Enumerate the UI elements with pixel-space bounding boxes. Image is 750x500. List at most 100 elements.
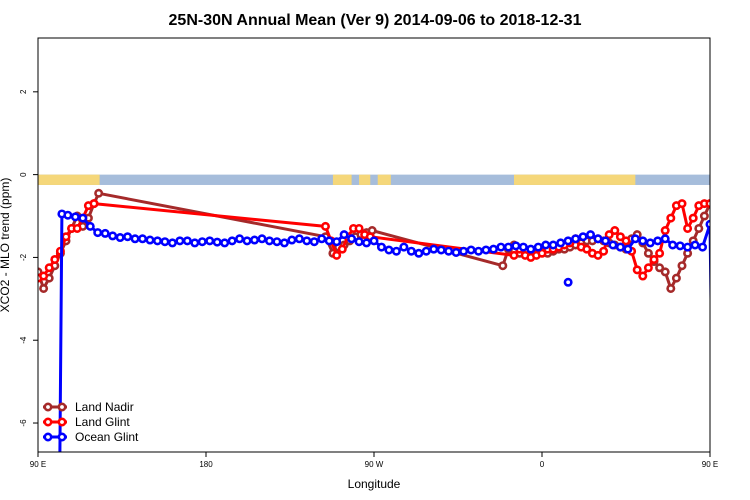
data-point: [61, 232, 71, 242]
data-point: [115, 233, 125, 243]
data-point: [369, 236, 379, 246]
series-ocean-glint: [57, 209, 739, 467]
data-point: [72, 223, 82, 233]
data-point: [227, 236, 237, 246]
data-point: [70, 212, 80, 222]
data-point: [599, 246, 609, 256]
chart-title: 25N-30N Annual Mean (Ver 9) 2014-09-06 t…: [169, 12, 582, 29]
data-point: [600, 236, 610, 246]
legend-label: Land Nadir: [75, 400, 134, 414]
data-point: [666, 283, 676, 293]
data-point: [376, 242, 386, 252]
land-band: [377, 174, 391, 185]
data-point: [503, 242, 513, 252]
data-point: [571, 234, 581, 244]
legend-label: Ocean Glint: [75, 430, 139, 444]
data-point: [699, 211, 709, 221]
legend-swatch-point: [57, 417, 67, 427]
data-point: [100, 228, 110, 238]
data-point: [167, 238, 177, 248]
x-axis-label: Longitude: [348, 477, 401, 491]
y-tick-label: 0: [19, 172, 28, 177]
data-point: [444, 246, 454, 256]
data-point: [563, 277, 573, 287]
data-point: [655, 248, 665, 258]
data-point: [317, 234, 327, 244]
data-point: [93, 228, 103, 238]
land-band: [332, 174, 352, 185]
data-point: [610, 226, 620, 236]
x-tick-label: 90 E: [30, 460, 46, 469]
surface-strip: [38, 174, 750, 185]
data-point: [160, 237, 170, 247]
data-point: [666, 213, 676, 223]
data-point: [496, 242, 506, 252]
data-point: [548, 240, 558, 250]
data-point: [481, 245, 491, 255]
data-point: [39, 271, 49, 281]
data-point: [578, 232, 588, 242]
legend-item-ocean-glint: Ocean Glint: [43, 430, 139, 444]
data-point: [220, 238, 230, 248]
data-point: [287, 235, 297, 245]
legend-item-land-glint: Land Glint: [43, 415, 130, 429]
legend-swatch-point: [57, 432, 67, 442]
land-band: [38, 174, 100, 185]
data-point: [563, 236, 573, 246]
data-point: [250, 235, 260, 245]
data-point: [608, 240, 618, 250]
data-point: [688, 213, 698, 223]
data-point: [556, 238, 566, 248]
data-point: [488, 244, 498, 254]
data-point: [190, 238, 200, 248]
data-point: [509, 250, 519, 260]
data-point: [541, 240, 551, 250]
data-point: [138, 234, 148, 244]
x-tick-label: 90 E: [702, 460, 718, 469]
y-tick-label: -6: [19, 419, 28, 427]
data-point: [466, 245, 476, 255]
data-point: [320, 221, 330, 231]
data-point: [44, 263, 54, 273]
data-point: [725, 214, 731, 220]
land-band: [359, 174, 371, 185]
data-point: [309, 237, 319, 247]
data-point: [399, 242, 409, 252]
data-point: [660, 234, 670, 244]
data-point: [337, 244, 347, 254]
data-point: [212, 237, 222, 247]
data-point: [429, 244, 439, 254]
legend-swatch-point: [43, 402, 53, 412]
data-point: [89, 199, 99, 209]
data-point: [677, 261, 687, 271]
data-point: [593, 250, 603, 260]
data-point: [302, 236, 312, 246]
data-point: [85, 221, 95, 231]
series-layer: [38, 188, 739, 467]
data-point: [537, 248, 547, 258]
data-point: [660, 267, 670, 277]
data-point: [63, 210, 73, 220]
data-point: [50, 254, 60, 264]
data-point: [711, 190, 717, 196]
data-point: [459, 246, 469, 256]
land-band: [710, 175, 750, 185]
data-point: [683, 223, 693, 233]
data-point: [733, 215, 739, 221]
data-point: [57, 461, 63, 467]
data-point: [655, 263, 665, 273]
data-point: [660, 226, 670, 236]
legend-swatch-point: [43, 432, 53, 442]
data-point: [332, 237, 342, 247]
data-point: [632, 265, 642, 275]
data-point: [264, 236, 274, 246]
data-point: [675, 241, 685, 251]
data-point: [533, 242, 543, 252]
data-point: [683, 242, 693, 252]
data-point: [694, 223, 704, 233]
land-band: [514, 174, 636, 185]
data-point: [347, 234, 357, 244]
y-tick-label: -2: [19, 253, 28, 261]
data-point: [615, 242, 625, 252]
data-point: [257, 234, 267, 244]
